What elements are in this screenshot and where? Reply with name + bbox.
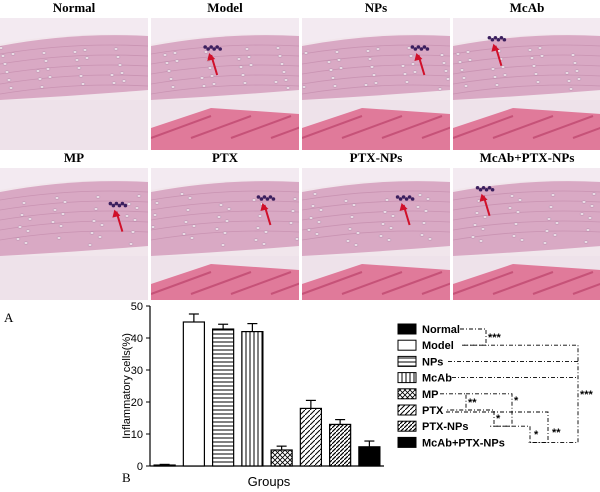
bar <box>153 464 176 467</box>
panel-b-label: B <box>122 470 131 485</box>
histology-image-2 <box>151 18 299 150</box>
legend-swatch <box>397 323 417 335</box>
sig-bracket <box>464 344 579 443</box>
x-axis-label: Groups <box>248 474 291 489</box>
bar <box>358 446 381 467</box>
legend-swatch <box>397 404 417 416</box>
bar <box>211 328 235 467</box>
legend-label: Model <box>422 340 454 352</box>
histology-image-7 <box>302 168 450 300</box>
sig-bracket <box>446 411 549 443</box>
legend-label: MP <box>422 389 439 401</box>
panel-title-4: McAb <box>509 0 545 15</box>
histology-image-4 <box>453 18 600 150</box>
sig-bracket <box>494 425 531 443</box>
legend-label: PTX <box>422 405 444 417</box>
bar <box>328 423 352 467</box>
legend-label: PTX-NPs <box>422 421 468 433</box>
histology-image-6 <box>151 168 299 300</box>
significance-stars: * <box>514 395 519 407</box>
significance-stars: ** <box>552 427 561 439</box>
y-tick-label: 10 <box>131 429 143 441</box>
histology-image-1 <box>0 18 148 150</box>
legend-label: McAb+PTX-NPs <box>422 437 505 449</box>
histology-image-8 <box>453 168 600 300</box>
legend-swatch <box>397 388 417 400</box>
legend-swatch <box>397 355 417 367</box>
significance-stars: ** <box>468 397 477 409</box>
panel-a-label: A <box>4 310 14 325</box>
significance-stars: * <box>534 429 539 441</box>
y-axis-label: Inflammatory cells(%) <box>121 333 133 439</box>
panel-title-8: McAb+PTX-NPs <box>479 150 575 165</box>
bar <box>299 407 323 467</box>
sig-bracket <box>460 328 487 346</box>
panel-title-3: NPs <box>364 0 388 15</box>
y-tick-label: 0 <box>137 461 143 473</box>
panel-title-7: PTX-NPs <box>349 150 403 165</box>
y-tick-label: 50 <box>131 301 143 313</box>
legend-label: NPs <box>422 356 443 368</box>
y-tick-label: 40 <box>131 333 143 345</box>
bar <box>182 321 206 467</box>
panel-title-1: Normal <box>52 0 96 15</box>
legend-swatch <box>397 339 417 351</box>
significance-stars: *** <box>580 389 594 401</box>
sig-bracket <box>440 393 467 411</box>
histology-image-3 <box>302 18 450 150</box>
bar <box>241 331 264 467</box>
panel-title-6: PTX <box>212 150 238 165</box>
legend-label: McAb <box>422 373 452 385</box>
legend-label: Normal <box>422 324 460 336</box>
panel-title-5: MP <box>63 150 85 165</box>
bar <box>270 449 293 467</box>
legend-swatch <box>397 372 417 384</box>
panel-title-2: Model <box>207 0 243 15</box>
significance-stars: *** <box>488 332 502 344</box>
y-tick-label: 20 <box>131 397 143 409</box>
histology-image-5 <box>0 168 148 300</box>
sig-bracket <box>468 409 495 427</box>
legend-swatch <box>397 436 417 448</box>
significance-stars: * <box>496 413 501 425</box>
y-tick-label: 30 <box>131 365 143 377</box>
legend-swatch <box>397 420 417 432</box>
